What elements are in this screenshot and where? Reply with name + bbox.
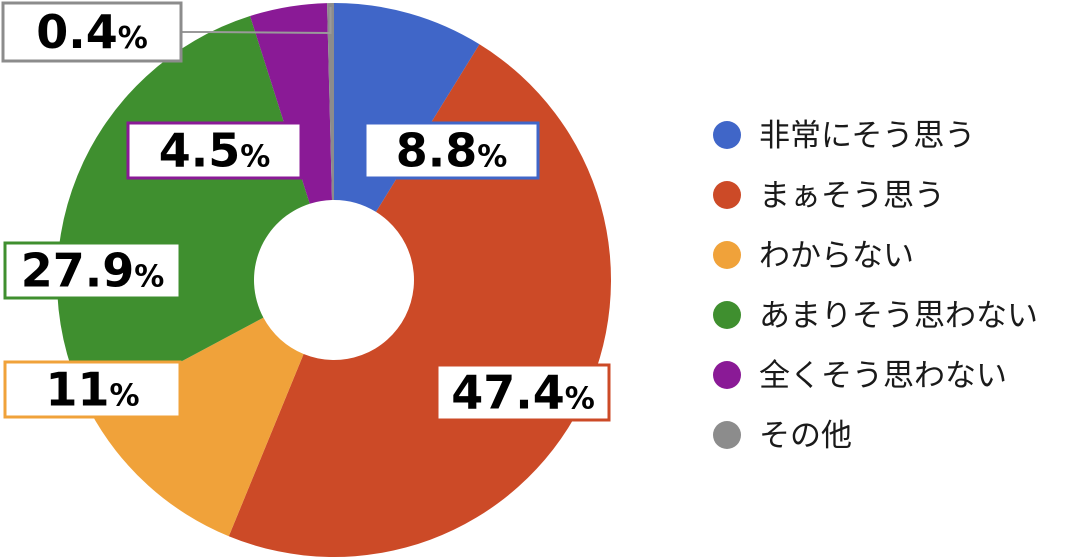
legend-label: 非常にそう思う — [759, 118, 975, 154]
slice-6 — [327, 3, 334, 201]
legend-item-5: 全くそう思わない — [713, 358, 1007, 394]
legend-marker — [713, 301, 741, 329]
legend-label: わからない — [759, 238, 914, 274]
svg-text:8.8%: 8.8% — [396, 124, 508, 178]
legend-marker — [713, 181, 741, 209]
legend-marker — [713, 121, 741, 149]
data-label-2: 47.4% — [435, 363, 611, 422]
svg-text:0.4%: 0.4% — [36, 5, 148, 59]
legend-label: 全くそう思わない — [759, 358, 1007, 394]
data-label-6: 0.4% — [1, 1, 183, 63]
legend-marker — [713, 361, 741, 389]
legend-item-6: その他 — [713, 418, 852, 454]
legend-label: その他 — [759, 418, 852, 454]
legend-item-3: わからない — [713, 238, 914, 274]
slice-3 — [89, 317, 304, 537]
data-label-3: 11% — [3, 360, 182, 419]
legend-marker — [713, 421, 741, 449]
data-label-1: 8.8% — [363, 121, 540, 180]
data-label-5: 4.5% — [126, 121, 303, 180]
leader-line-other — [181, 7, 332, 35]
svg-text:11%: 11% — [45, 363, 139, 417]
slice-4 — [56, 16, 310, 411]
svg-text:47.4%: 47.4% — [451, 366, 595, 420]
legend-item-4: あまりそう思わない — [713, 298, 1038, 334]
data-labels: 8.8% 47.4% 11% 27.9% 4.5% 0.4% — [1, 1, 611, 422]
legend-marker — [713, 241, 741, 269]
slice-5 — [250, 3, 332, 204]
leader-lines — [181, 7, 332, 35]
legend-label: あまりそう思わない — [759, 298, 1038, 334]
legend-item-1: 非常にそう思う — [713, 118, 975, 154]
legend-label: まぁそう思う — [759, 178, 945, 214]
data-label-4: 27.9% — [3, 241, 182, 300]
svg-text:4.5%: 4.5% — [159, 124, 271, 178]
legend-item-2: まぁそう思う — [713, 178, 945, 214]
svg-text:27.9%: 27.9% — [21, 244, 165, 298]
